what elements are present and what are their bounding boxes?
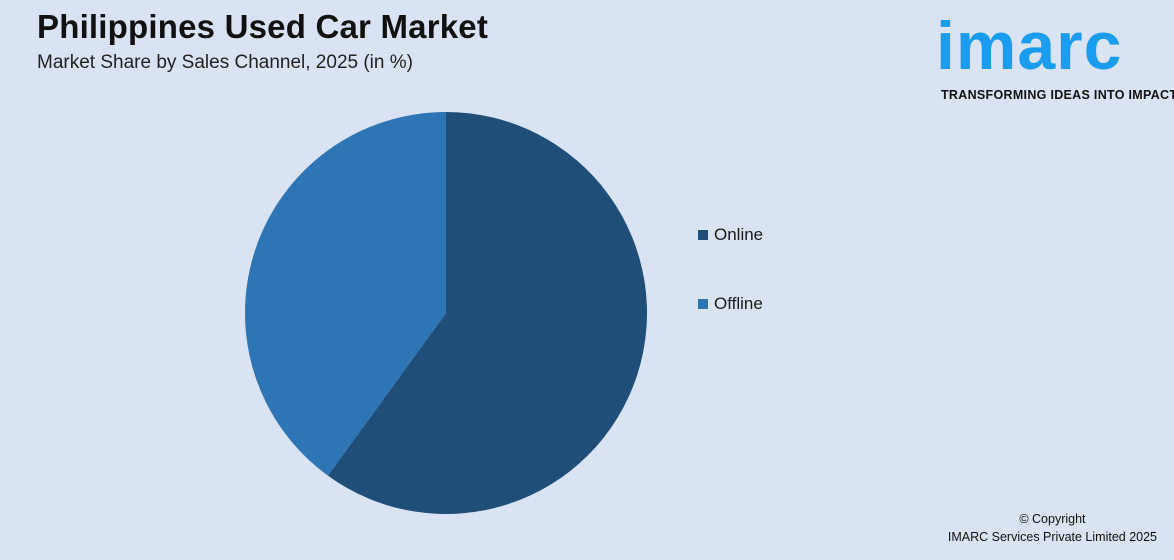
chart-title: Philippines Used Car Market: [37, 8, 489, 45]
chart-subtitle: Market Share by Sales Channel, 2025 (in …: [37, 52, 413, 73]
copyright-notice: © Copyright IMARC Services Private Limit…: [948, 510, 1157, 546]
legend-item-offline: Offline: [698, 294, 763, 314]
imarc-logo: imarc TRANSFORMING IDEAS INTO IMPACT: [936, 6, 1174, 102]
pie-slice-offline: [245, 112, 446, 476]
legend-label-offline: Offline: [714, 294, 763, 313]
legend-swatch-online: [698, 230, 708, 240]
copyright-line-2: IMARC Services Private Limited 2025: [947, 530, 1157, 544]
legend-item-online: Online: [698, 225, 763, 245]
copyright-line-1: © Copyright: [1019, 512, 1086, 526]
logo-wordmark: imarc: [936, 8, 1123, 84]
pie-slice-online: [327, 112, 647, 514]
legend-label-online: Online: [714, 225, 764, 244]
logo-tagline: TRANSFORMING IDEAS INTO IMPACT: [941, 88, 1174, 102]
legend-swatch-offline: [698, 299, 708, 309]
